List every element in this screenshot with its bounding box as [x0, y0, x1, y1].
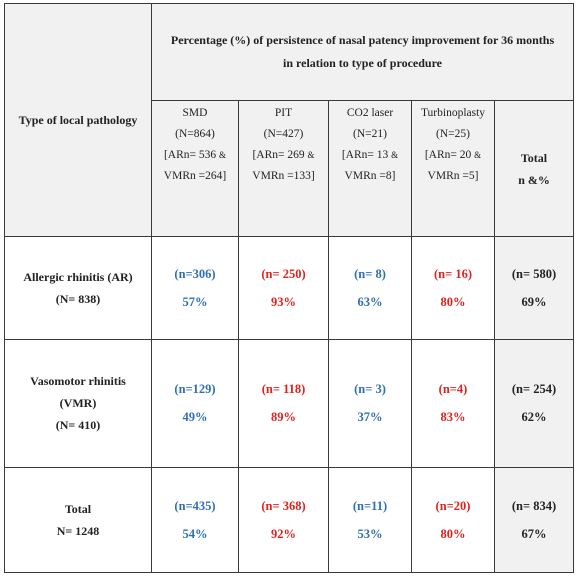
cell-vmr-total: (n= 254) 62%	[493, 338, 575, 468]
procedure-group-header: Percentage (%) of persistence of nasal p…	[150, 2, 575, 102]
cell-vmr-smd: (n=129) 49%	[151, 338, 239, 468]
cell-total-smd: (n=435) 54%	[151, 466, 239, 574]
cell-ar-pit: (n= 250) 93%	[238, 236, 329, 340]
cell-ar-total: (n= 580) 69%	[493, 236, 575, 340]
column-header-smd: SMD (N=864) [ARn= 536 & VMRn =264]	[151, 100, 239, 238]
cell-vmr-co2-laser: (n= 3) 37%	[328, 338, 412, 468]
cell-total-pit: (n= 368) 92%	[238, 466, 329, 574]
cell-total-co2-laser: (n=11) 53%	[328, 466, 412, 574]
row-label-total: Total N= 1248	[4, 466, 152, 574]
column-header-total: Total n &%	[493, 100, 575, 238]
row-label-allergic-rhinitis: Allergic rhinitis (AR) (N= 838)	[4, 236, 152, 340]
cell-grand-total: (n= 834) 67%	[493, 466, 575, 574]
table-row: Allergic rhinitis (AR) (N= 838) (n=306) …	[4, 236, 575, 340]
column-header-turbinoplasty: Turbinoplasty (N=25) [ARn= 20 & VMRn =5]	[411, 100, 495, 238]
row-label-vasomotor-rhinitis: Vasomotor rhinitis (VMR) (N= 410)	[4, 338, 152, 468]
cell-ar-co2-laser: (n= 8) 63%	[328, 236, 412, 340]
table-row: Vasomotor rhinitis (VMR) (N= 410) (n=129…	[4, 338, 575, 468]
results-table: Type of local pathology Percentage (%) o…	[4, 2, 575, 574]
column-header-co2-laser: CO2 laser (N=21) [ARn= 13 & VMRn =8]	[328, 100, 412, 238]
cell-vmr-pit: (n= 118) 89%	[238, 338, 329, 468]
column-header-pit: PIT (N=427) [ARn= 269 & VMRn =133]	[238, 100, 329, 238]
cell-ar-smd: (n=306) 57%	[151, 236, 239, 340]
cell-ar-turbinoplasty: (n= 16) 80%	[411, 236, 495, 340]
cell-vmr-turbinoplasty: (n=4) 83%	[411, 338, 495, 468]
cell-total-turbinoplasty: (n=20) 80%	[411, 466, 495, 574]
table-row: Total N= 1248 (n=435) 54% (n= 368) 92% (…	[4, 466, 575, 574]
type-of-pathology-header: Type of local pathology	[4, 2, 152, 238]
